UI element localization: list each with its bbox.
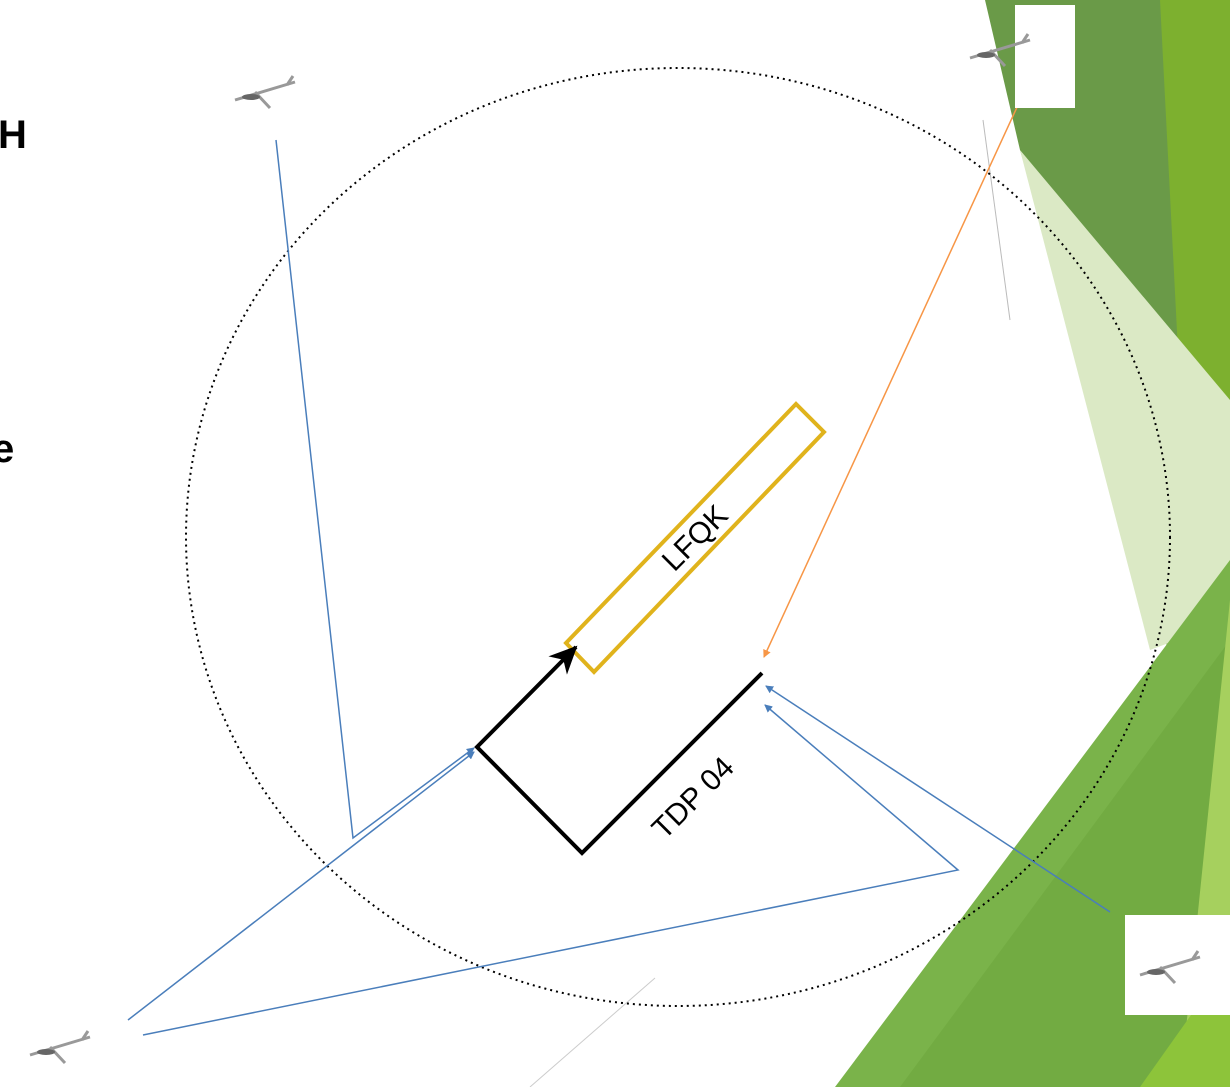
page: {"slide": {"cut_text": ["H", "e"]}, "run… — [0, 0, 1230, 1087]
trajectory — [764, 105, 1018, 657]
cut-text: H — [0, 113, 27, 157]
pattern — [477, 647, 762, 853]
cut-text: e — [0, 427, 14, 471]
pattern-label: TDP 04 — [646, 751, 741, 846]
slide: H e LFQK TDP 04 — [0, 0, 1230, 1087]
